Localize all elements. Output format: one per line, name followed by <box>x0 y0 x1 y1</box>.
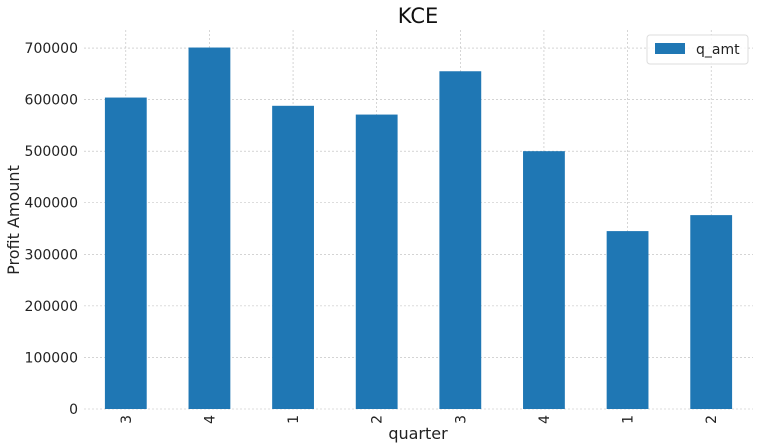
legend: q_amt <box>646 34 749 65</box>
bars-group <box>104 47 733 410</box>
bar <box>188 47 231 409</box>
x-axis-label: quarter <box>388 424 448 443</box>
y-tick-label: 600000 <box>25 93 78 109</box>
y-tick-labels: 0 100000 200000 300000 400000 500000 600000 700… <box>25 41 78 418</box>
y-tick-label: 300000 <box>25 247 78 263</box>
x-tick-label: 4 <box>537 415 553 424</box>
legend-frame <box>646 34 749 65</box>
y-tick-label: 100000 <box>25 350 78 366</box>
bar <box>606 231 649 409</box>
bar <box>104 97 147 410</box>
y-tick-label: 500000 <box>25 144 78 160</box>
legend-label: q_amt <box>696 42 740 58</box>
bar <box>523 151 565 409</box>
bar <box>690 215 733 409</box>
y-tick-label: 400000 <box>25 196 78 212</box>
bar <box>439 71 482 409</box>
x-tick-label: 2 <box>370 415 386 424</box>
y-tick-label: 700000 <box>25 41 78 57</box>
chart-title: KCE <box>398 4 439 28</box>
grid-lines <box>84 30 753 410</box>
y-tick-label: 0 <box>69 402 78 418</box>
x-tick-label: 1 <box>286 415 302 424</box>
x-tick-label: 3 <box>453 415 469 424</box>
x-tick-label: 3 <box>119 415 135 424</box>
x-tick-label: 2 <box>704 415 720 424</box>
legend-swatch <box>655 43 685 54</box>
x-tick-label: 4 <box>202 415 218 424</box>
bar <box>355 114 398 410</box>
x-tick-label: 1 <box>621 415 637 424</box>
y-tick-label: 200000 <box>25 299 78 315</box>
x-tick-labels: 3 4 1 2 3 4 1 2 <box>119 415 720 424</box>
bar <box>272 105 314 410</box>
y-axis-label: Profit Amount <box>4 165 23 275</box>
